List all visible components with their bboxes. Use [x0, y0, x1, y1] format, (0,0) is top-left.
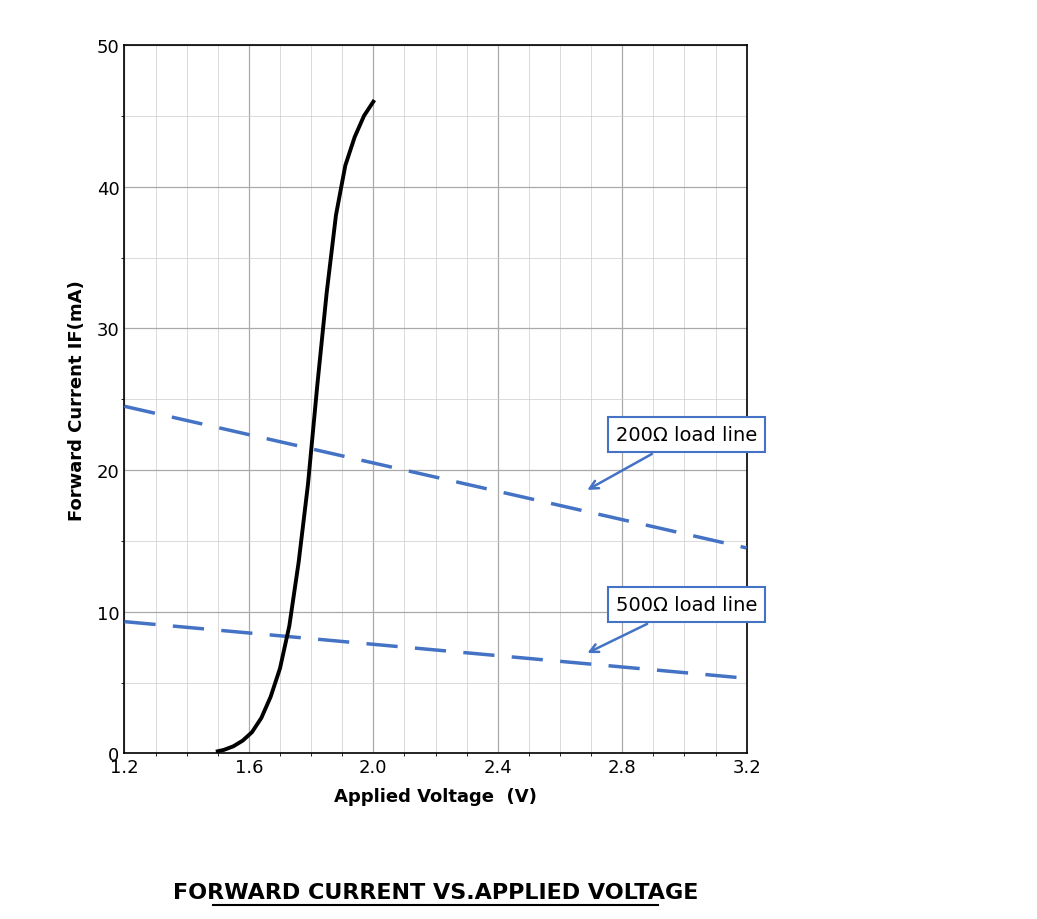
- Text: FORWARD CURRENT VS.APPLIED VOLTAGE: FORWARD CURRENT VS.APPLIED VOLTAGE: [173, 882, 698, 902]
- Y-axis label: Forward Current IF(mA): Forward Current IF(mA): [67, 279, 86, 520]
- X-axis label: Applied Voltage  (V): Applied Voltage (V): [334, 788, 537, 805]
- Text: 500Ω load line: 500Ω load line: [590, 596, 757, 652]
- Text: 200Ω load line: 200Ω load line: [590, 425, 757, 489]
